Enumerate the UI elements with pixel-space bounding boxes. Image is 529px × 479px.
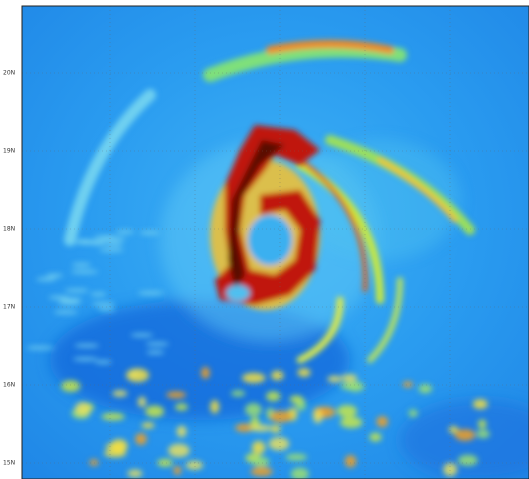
cell [345, 455, 357, 468]
latitude-label: 16N [3, 382, 15, 389]
cell [102, 237, 126, 241]
cell [168, 444, 190, 458]
cell [337, 405, 357, 417]
cell [210, 400, 219, 413]
cell [252, 441, 265, 454]
cell [95, 360, 112, 364]
cell [289, 395, 303, 403]
cell [145, 405, 164, 417]
cell [297, 368, 310, 377]
cell [245, 403, 262, 416]
cell [269, 437, 290, 450]
cell [75, 402, 90, 416]
latitude-label: 18N [3, 226, 15, 233]
cell [61, 380, 80, 392]
cell [266, 391, 280, 401]
cell [250, 425, 272, 432]
cell [252, 457, 269, 467]
cell [478, 419, 487, 428]
cell [71, 270, 98, 274]
cell [313, 409, 322, 423]
cell [73, 239, 91, 243]
cell [138, 291, 164, 295]
cell [458, 455, 478, 466]
cell [146, 342, 169, 346]
cell [369, 433, 381, 442]
cell [74, 344, 99, 348]
cell [135, 433, 147, 445]
cell [455, 429, 476, 441]
cell [408, 409, 417, 417]
cell [60, 298, 82, 302]
cell [186, 461, 204, 470]
cell [340, 383, 359, 390]
cell [65, 289, 89, 293]
latitude-label: 19N [3, 148, 15, 155]
cell [73, 357, 98, 361]
cell [106, 242, 123, 246]
cell [201, 367, 210, 379]
latitude-labels: 20N 19N 18N 17N 16N 15N [3, 70, 15, 467]
cell [92, 302, 115, 306]
cell [72, 263, 91, 267]
cell [138, 397, 146, 408]
latitude-label: 15N [3, 460, 15, 467]
cell [110, 439, 127, 453]
cell [403, 381, 414, 387]
cell [173, 466, 181, 475]
cell [36, 277, 56, 281]
cell [112, 390, 127, 397]
cell [376, 416, 388, 427]
cell [473, 399, 488, 409]
cell [140, 231, 160, 235]
cell [166, 391, 186, 398]
cell [89, 459, 98, 466]
cell [99, 248, 123, 252]
cell [90, 292, 106, 296]
cell [101, 413, 124, 421]
cell [175, 403, 188, 410]
cell [476, 430, 489, 439]
cell [58, 301, 81, 305]
cell [251, 467, 273, 476]
cell [271, 371, 283, 381]
cell [177, 426, 187, 438]
cell [341, 374, 357, 382]
cell [142, 422, 155, 428]
cell [146, 350, 164, 354]
cell [127, 470, 142, 478]
cell [340, 417, 363, 428]
cell [270, 411, 292, 423]
cell [54, 310, 78, 314]
cell [419, 384, 433, 393]
page: 20N19N18N17N16N15N (() => { const data =… [0, 0, 529, 479]
cell [242, 373, 266, 383]
cell [271, 425, 281, 433]
cell [130, 333, 153, 337]
cell [130, 371, 139, 377]
cell [91, 241, 107, 245]
cell [286, 454, 307, 461]
cell [327, 376, 341, 383]
cell [98, 307, 115, 311]
latitude-label: 20N [3, 70, 15, 77]
radar-map: 20N 19N 18N 17N 16N 15N [0, 0, 529, 479]
cell [231, 390, 245, 396]
cell [26, 346, 54, 350]
latitude-label: 17N [3, 304, 15, 311]
cell [115, 230, 134, 234]
cell [46, 274, 63, 278]
